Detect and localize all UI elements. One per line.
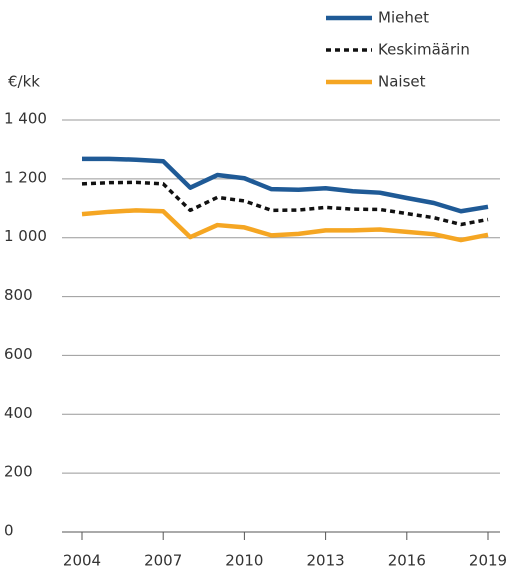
y-tick-label: 0 — [4, 522, 14, 540]
y-tick-label: 1 400 — [4, 110, 47, 128]
line-series — [82, 156, 489, 214]
x-tick-label: 2010 — [225, 552, 263, 570]
legend-label: Naiset — [378, 73, 426, 91]
y-tick-label: 600 — [4, 345, 33, 363]
legend-label: Keskimäärin — [378, 41, 470, 59]
y-tick-label: 200 — [4, 463, 33, 481]
y-tick-label: 800 — [4, 286, 33, 304]
x-tick-label: 2004 — [63, 552, 101, 570]
x-tick-label: 2019 — [469, 552, 507, 570]
y-axis-label: €/kk — [8, 73, 40, 91]
line-series — [81, 180, 489, 227]
x-tick-label: 2007 — [144, 552, 182, 570]
line-series — [81, 208, 489, 243]
x-tick-label: 2016 — [388, 552, 426, 570]
y-tick-label: 1 000 — [4, 227, 47, 245]
legend-label: Miehet — [378, 9, 429, 27]
y-tick-label: 1 200 — [4, 168, 47, 186]
y-tick-label: 400 — [4, 404, 33, 422]
x-tick-label: 2013 — [307, 552, 345, 570]
